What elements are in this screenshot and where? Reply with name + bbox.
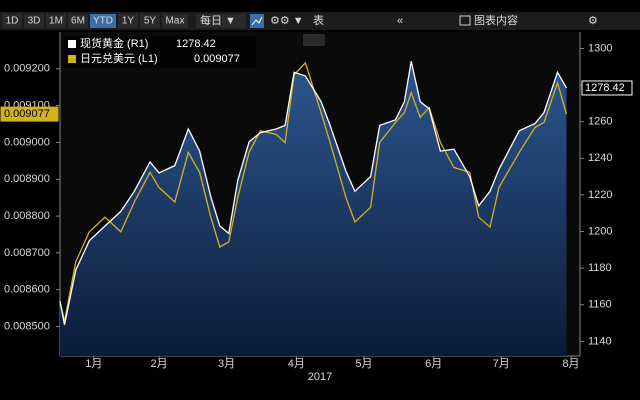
last-value-tag-label: 1278.42 [585, 82, 625, 94]
y-tick-label: 0.008800 [4, 210, 50, 222]
x-axis-label: 2017 [308, 371, 332, 383]
contents-button[interactable]: 图表内容 [474, 13, 518, 27]
settings-icon[interactable]: ⚙⚙ ▼ [270, 15, 304, 27]
table-button[interactable]: 表 [313, 13, 324, 27]
y2-tick-label: 1140 [588, 335, 612, 347]
range-button[interactable] [90, 14, 116, 28]
y-tick-label: 0.009200 [4, 63, 50, 75]
contents-icon [459, 15, 471, 26]
y2-tick-label: 1260 [588, 116, 612, 128]
range-label: 5Y [144, 16, 157, 27]
x-tick-label: 4月 [288, 358, 305, 370]
range-label: 3D [28, 16, 41, 27]
legend-label: 现货黄金 (R1) [80, 36, 148, 50]
range-button[interactable] [2, 14, 22, 28]
x-tick-label: 6月 [425, 358, 442, 370]
legend-value: 1278.42 [176, 38, 216, 50]
legend: 现货黄金 (R1) 1278.42 日元兑美元 (L1) 0.009077 [64, 36, 256, 68]
range-button[interactable] [118, 14, 138, 28]
last-value-tag [0, 106, 59, 122]
range-label: 1M [49, 16, 63, 27]
range-label: 1Y [122, 16, 135, 27]
last-value-tag-label: 0.009077 [4, 108, 50, 120]
range-label: YTD [93, 16, 113, 27]
range-label: Max [166, 16, 185, 27]
collapse-button[interactable]: « [397, 15, 403, 27]
range-button[interactable] [24, 14, 44, 28]
y2-tick-label: 1200 [588, 225, 612, 237]
series-line [59, 61, 568, 326]
x-tick-label: 3月 [218, 358, 235, 370]
legend-box [64, 36, 256, 68]
y-tick-label: 0.008500 [4, 320, 50, 332]
range-button[interactable] [140, 14, 160, 28]
y2-tick-label: 1300 [588, 42, 612, 54]
last-value-tag [581, 80, 633, 96]
y-tick-label: 0.008900 [4, 173, 50, 185]
legend-label: 日元兑美元 (L1) [80, 51, 158, 65]
x-tick-label: 1月 [85, 358, 102, 370]
frequency-button[interactable] [196, 14, 246, 28]
x-tick-label: 8月 [562, 358, 579, 370]
legend-swatch [68, 55, 76, 63]
y2-tick-label: 1220 [588, 189, 612, 201]
range-label: 6M [71, 16, 85, 27]
legend-value: 0.009077 [194, 53, 240, 65]
legend-swatch [68, 40, 76, 48]
y2-tick-label: 1180 [588, 262, 612, 274]
y2-tick-label: 1240 [588, 152, 612, 164]
y2-tick-label: 1160 [588, 299, 612, 311]
x-tick-label: 7月 [493, 358, 510, 370]
range-button[interactable] [46, 14, 66, 28]
x-tick-label: 5月 [355, 358, 372, 370]
y-tick-label: 0.008600 [4, 284, 50, 296]
x-tick-label: 2月 [150, 358, 167, 370]
y-tick-label: 0.008700 [4, 247, 50, 259]
range-button[interactable] [162, 14, 188, 28]
line-icon-glyph [251, 16, 263, 26]
gear-button[interactable]: ⚙ [588, 15, 598, 27]
chart-type-icon[interactable] [303, 34, 325, 46]
frequency-label: 每日 ▼ [200, 13, 236, 27]
toolbar-buttons: 1D 3D 1M 6M YTD 1Y 5Y Max [2, 14, 188, 28]
range-label: 1D [6, 16, 19, 27]
y-tick-label: 0.009000 [4, 136, 50, 148]
range-button[interactable] [68, 14, 88, 28]
